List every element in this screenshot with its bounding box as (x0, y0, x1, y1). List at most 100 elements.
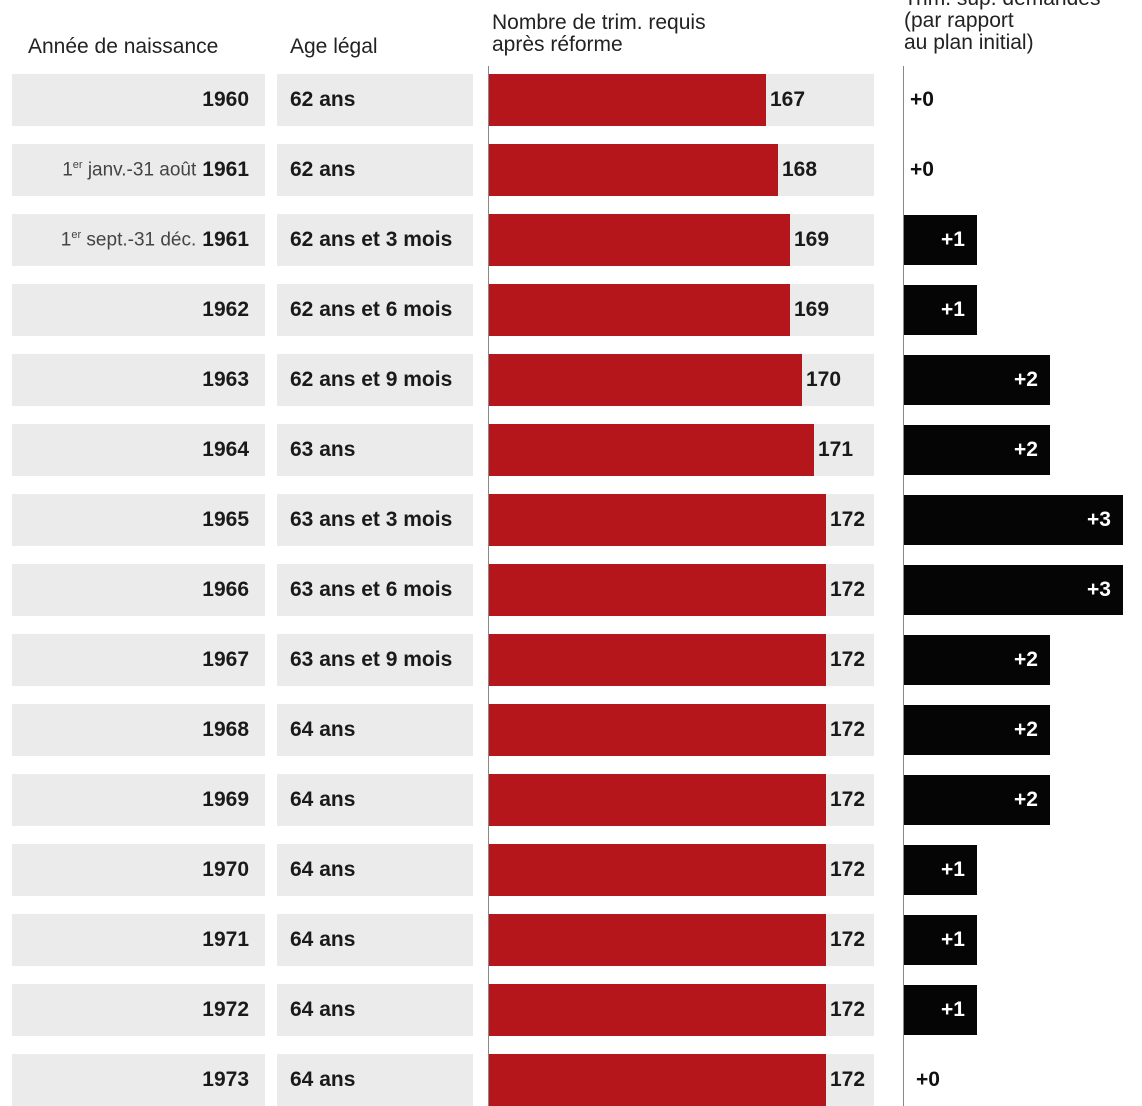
header-extra-line3: au plan initial) (904, 31, 1034, 54)
trim-data-label: 172 (830, 998, 866, 1021)
table-row: 1er sept.-31 déc. 1961 62 ans et 3 mois 169… (0, 214, 1142, 266)
ordinal-suffix: er (71, 228, 82, 241)
birth-year-cell: 1964 (12, 424, 265, 476)
birth-year-value: 1962 (202, 298, 249, 321)
header-extra-line2: (par rapport (904, 9, 1014, 32)
ordinal-suffix: er (72, 158, 83, 171)
table-row: 1968 64 ans 172 +2 (0, 704, 1142, 756)
birth-period-label: 1er sept.-31 déc. (60, 228, 197, 251)
table-row: 1970 64 ans 172 +1 (0, 844, 1142, 896)
legal-age-cell: 64 ans (277, 774, 473, 826)
legal-age-cell: 64 ans (277, 844, 473, 896)
birth-year-value: 1963 (202, 368, 249, 391)
trim-data-label: 167 (770, 88, 806, 111)
legal-age-cell: 62 ans et 6 mois (277, 284, 473, 336)
birth-year-cell: 1966 (12, 564, 265, 616)
header-required-trimesters: Nombre de trim. requis après réforme (492, 12, 792, 56)
trim-data-label: 170 (806, 368, 842, 391)
table-row: 1964 63 ans 171 +2 (0, 424, 1142, 476)
trim-bar (489, 704, 826, 756)
birth-year-cell: 1962 (12, 284, 265, 336)
extra-trim-bar: +1 (904, 985, 977, 1035)
header-birth-year: Année de naissance (28, 35, 219, 58)
trim-bar (489, 424, 814, 476)
trim-bar (489, 284, 790, 336)
birth-year-value: 1972 (202, 998, 249, 1021)
birth-year-cell: 1972 (12, 984, 265, 1036)
table-row: 1er janv.-31 août 1961 62 ans 168 +0 (0, 144, 1142, 196)
trim-data-label: 169 (794, 298, 830, 321)
birth-year-value: 1960 (202, 88, 249, 111)
birth-year-value: 1961 (202, 158, 249, 181)
extra-trim-bar: +2 (904, 425, 1050, 475)
legal-age-cell: 64 ans (277, 914, 473, 966)
legal-age-cell: 63 ans et 6 mois (277, 564, 473, 616)
trim-bar (489, 144, 778, 196)
birth-year-value: 1965 (202, 508, 249, 531)
trim-bar (489, 564, 826, 616)
table-row: 1965 63 ans et 3 mois 172 +3 (0, 494, 1142, 546)
table-row: 1971 64 ans 172 +1 (0, 914, 1142, 966)
table-row: 1967 63 ans et 9 mois 172 +2 (0, 634, 1142, 686)
header-trim-line1: Nombre de trim. requis (492, 11, 706, 34)
extra-trim-bar: +3 (904, 495, 1123, 545)
table-row: 1963 62 ans et 9 mois 170 +2 (0, 354, 1142, 406)
birth-period-label: 1er janv.-31 août (62, 158, 197, 181)
trim-data-label: 172 (830, 858, 866, 881)
trim-bar (489, 214, 790, 266)
birth-year-cell: 1971 (12, 914, 265, 966)
birth-year-cell: 1960 (12, 74, 265, 126)
trim-data-label: 172 (830, 1068, 866, 1091)
birth-year-cell: 1970 (12, 844, 265, 896)
trim-bar (489, 74, 766, 126)
header-extra-trimesters: Trim. sup. demandés (par rapport au plan… (904, 0, 1142, 54)
extra-trim-bar: +1 (904, 285, 977, 335)
legal-age-cell: 62 ans et 9 mois (277, 354, 473, 406)
header-trim-line2: après réforme (492, 33, 623, 56)
table-row: 1973 64 ans 172 +0 (0, 1054, 1142, 1106)
extra-axis-line (903, 66, 904, 1106)
birth-year-value: 1964 (202, 438, 249, 461)
extra-trim-zero-label: +0 (916, 1068, 940, 1091)
trim-bar (489, 494, 826, 546)
table-row: 1962 62 ans et 6 mois 169 +1 (0, 284, 1142, 336)
trim-data-label: 172 (830, 508, 866, 531)
legal-age-cell: 63 ans (277, 424, 473, 476)
extra-trim-zero-label: +0 (910, 88, 934, 111)
header-extra-line1: Trim. sup. demandés (904, 0, 1142, 10)
table-row: 1966 63 ans et 6 mois 172 +3 (0, 564, 1142, 616)
birth-year-value: 1970 (202, 858, 249, 881)
trim-data-label: 172 (830, 648, 866, 671)
extra-trim-bar: +2 (904, 705, 1050, 755)
legal-age-cell: 62 ans et 3 mois (277, 214, 473, 266)
header-legal-age: Age légal (290, 35, 378, 58)
trim-bar (489, 844, 826, 896)
extra-trim-bar: +2 (904, 355, 1050, 405)
table-row: 1960 62 ans 167 +0 (0, 74, 1142, 126)
trim-bar (489, 634, 826, 686)
trim-bar (489, 914, 826, 966)
trim-bar (489, 774, 826, 826)
birth-year-cell: 1er sept.-31 déc. 1961 (12, 214, 265, 266)
trim-data-label: 169 (794, 228, 830, 251)
extra-trim-bar: +1 (904, 915, 977, 965)
birth-year-cell: 1er janv.-31 août 1961 (12, 144, 265, 196)
birth-year-cell: 1968 (12, 704, 265, 756)
birth-year-cell: 1963 (12, 354, 265, 406)
birth-year-value: 1967 (202, 648, 249, 671)
trim-data-label: 172 (830, 788, 866, 811)
birth-year-cell: 1967 (12, 634, 265, 686)
trim-axis-line (488, 66, 489, 1106)
extra-trim-bar: +1 (904, 215, 977, 265)
extra-trim-zero-label: +0 (910, 158, 934, 181)
trim-bar (489, 984, 826, 1036)
birth-year-value: 1971 (202, 928, 249, 951)
table-row: 1969 64 ans 172 +2 (0, 774, 1142, 826)
trim-data-label: 168 (782, 158, 818, 181)
birth-year-cell: 1965 (12, 494, 265, 546)
legal-age-cell: 64 ans (277, 704, 473, 756)
birth-year-value: 1966 (202, 578, 249, 601)
trim-data-label: 171 (818, 438, 854, 461)
legal-age-cell: 63 ans et 3 mois (277, 494, 473, 546)
legal-age-cell: 64 ans (277, 1054, 473, 1106)
